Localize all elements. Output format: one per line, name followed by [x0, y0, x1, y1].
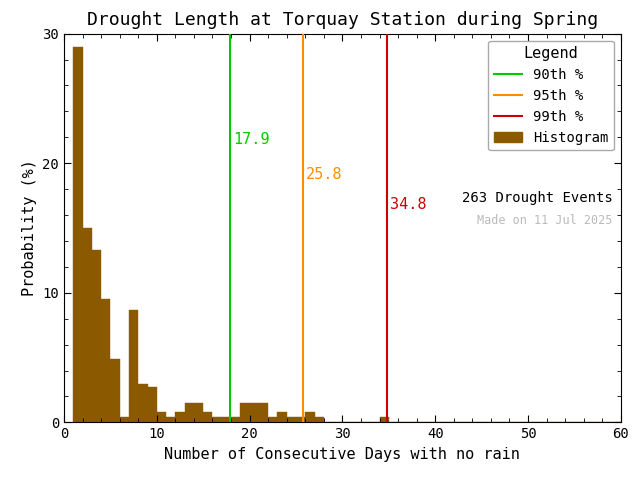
- Bar: [92, 250, 101, 422]
- Bar: [259, 403, 268, 422]
- Bar: [305, 412, 314, 422]
- Bar: [212, 417, 222, 422]
- Title: Drought Length at Torquay Station during Spring: Drought Length at Torquay Station during…: [87, 11, 598, 29]
- Bar: [73, 47, 83, 422]
- Bar: [194, 403, 204, 422]
- Y-axis label: Probability (%): Probability (%): [22, 159, 37, 297]
- Bar: [175, 412, 184, 422]
- Text: 25.8: 25.8: [306, 167, 342, 182]
- Bar: [250, 403, 259, 422]
- Bar: [231, 417, 241, 422]
- Bar: [314, 417, 324, 422]
- Bar: [166, 417, 175, 422]
- Bar: [278, 412, 287, 422]
- Bar: [241, 403, 250, 422]
- Bar: [222, 417, 231, 422]
- X-axis label: Number of Consecutive Days with no rain: Number of Consecutive Days with no rain: [164, 447, 520, 462]
- Bar: [111, 359, 120, 422]
- Bar: [296, 417, 305, 422]
- Bar: [120, 417, 129, 422]
- Bar: [380, 417, 388, 422]
- Legend: 90th %, 95th %, 99th %, Histogram: 90th %, 95th %, 99th %, Histogram: [488, 40, 614, 150]
- Text: Made on 11 Jul 2025: Made on 11 Jul 2025: [477, 215, 612, 228]
- Bar: [129, 310, 138, 422]
- Bar: [287, 417, 296, 422]
- Bar: [101, 300, 111, 422]
- Bar: [268, 417, 277, 422]
- Bar: [204, 412, 212, 422]
- Bar: [83, 228, 92, 422]
- Bar: [157, 412, 166, 422]
- Bar: [147, 387, 157, 422]
- Bar: [138, 384, 148, 422]
- Text: 263 Drought Events: 263 Drought Events: [461, 191, 612, 205]
- Bar: [184, 403, 194, 422]
- Text: 17.9: 17.9: [233, 132, 269, 147]
- Text: 34.8: 34.8: [390, 196, 426, 212]
